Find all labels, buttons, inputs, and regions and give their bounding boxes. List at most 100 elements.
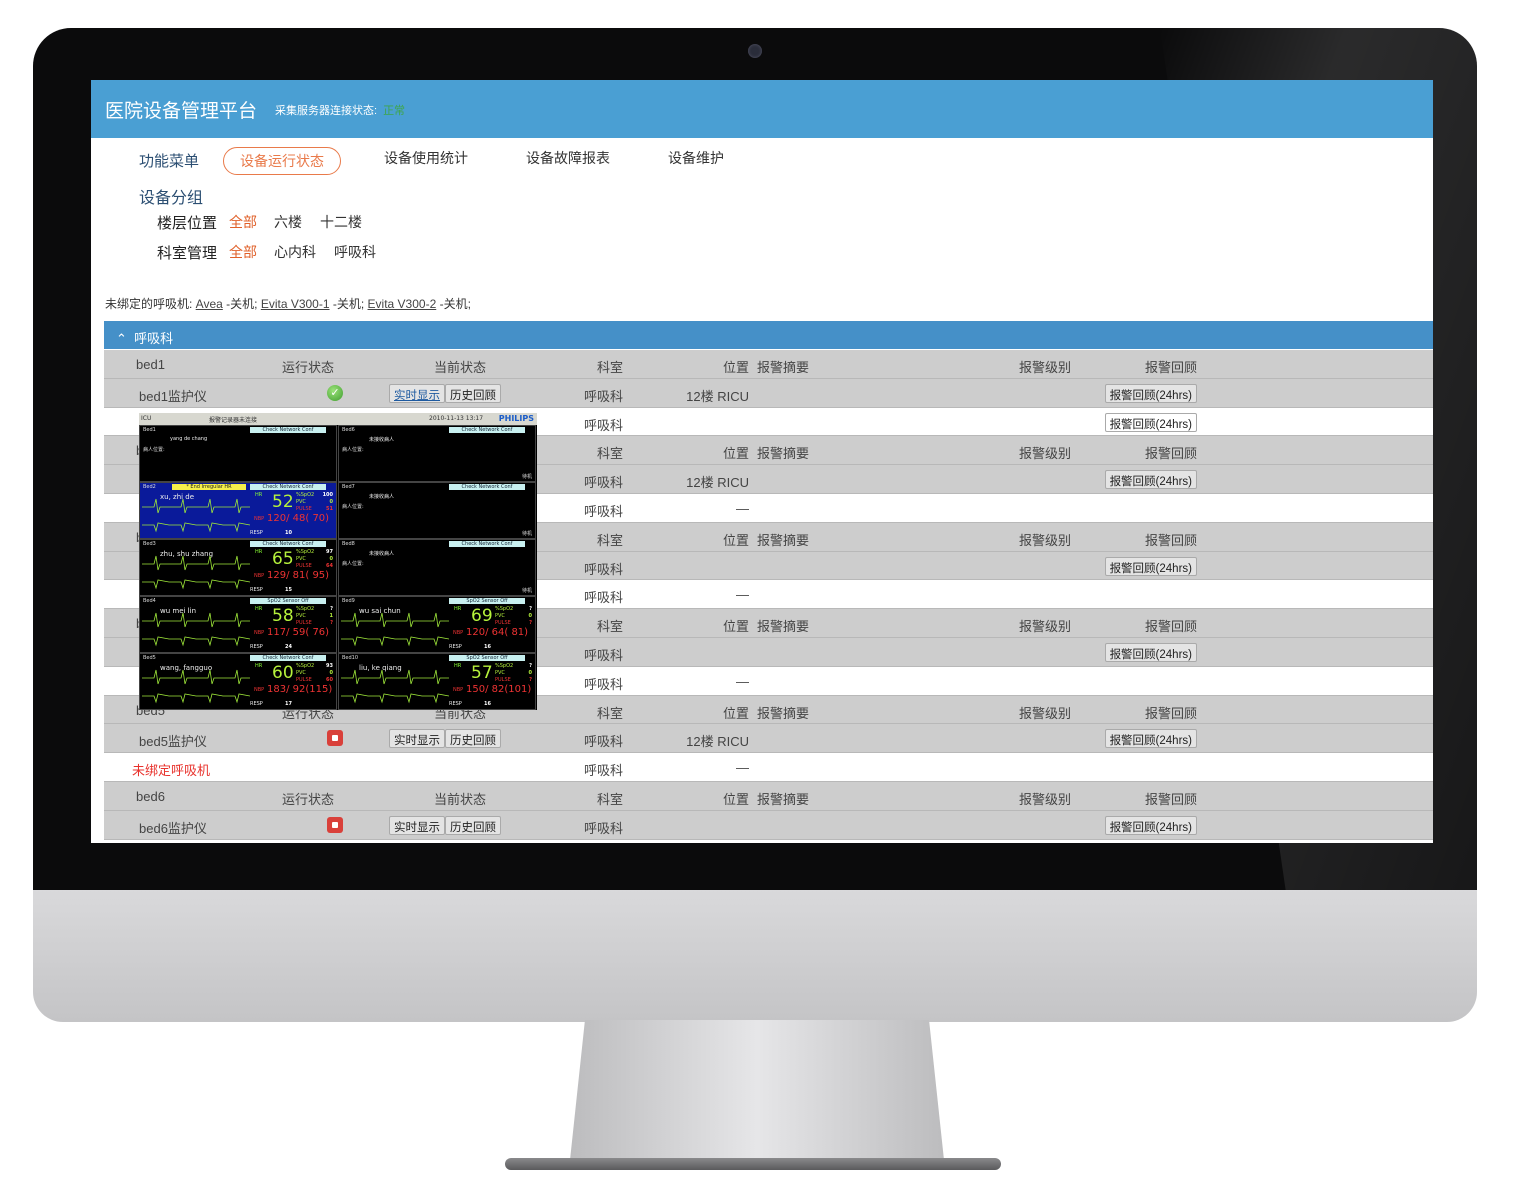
bed-name: bed6 xyxy=(136,788,165,804)
bed-panel[interactable]: Bed1 Check Network Conf yang de chang 病人位置: xyxy=(139,425,337,482)
patient-name: xu, zhi de xyxy=(160,493,195,501)
hr-value: 58 xyxy=(272,606,294,626)
alarm-review-button[interactable]: 报警回顾(24hrs) xyxy=(1104,470,1197,490)
bed-panel[interactable]: Bed10 SpO2 Sensor Off liu, ke qiang HR 57 %Sp… xyxy=(338,653,536,710)
resp-label: RESP xyxy=(449,644,462,650)
device-dept: 呼吸科 xyxy=(583,475,623,491)
col-run-status: 运行状态 xyxy=(282,791,335,807)
ventilator-link[interactable]: Evita V300-1 xyxy=(260,297,330,311)
bed-panel[interactable]: Bed9 SpO2 Sensor Off wu sai chun HR 69 %SpO2?… xyxy=(338,596,536,653)
col-alarm-review: 报警回顾 xyxy=(1144,791,1197,807)
ventilator-dept: 呼吸科 xyxy=(583,676,623,692)
pvc-label: PVC xyxy=(296,670,306,676)
panel-alarm: Check Network Conf xyxy=(250,655,326,661)
patient-name: zhu, shu zhang xyxy=(160,550,214,558)
device-dept: 呼吸科 xyxy=(583,388,623,404)
col-alarm-summary: 报警摘要 xyxy=(757,360,810,375)
nav-fault-report[interactable]: 设备故障报表 xyxy=(526,150,610,166)
alarm-review-button[interactable]: 报警回顾(24hrs) xyxy=(1104,556,1197,576)
patient-name: wu sai chun xyxy=(359,607,401,615)
floor-all[interactable]: 全部 xyxy=(229,214,257,230)
live-view-button[interactable]: 实时显示 xyxy=(389,383,445,403)
history-button[interactable]: 历史回顾 xyxy=(445,383,501,403)
alarm-review-button[interactable]: 报警回顾(24hrs) xyxy=(1104,383,1197,403)
col-dept: 科室 xyxy=(596,446,623,462)
alarm-review-button[interactable]: 报警回顾(24hrs) xyxy=(1104,412,1197,432)
floor-12[interactable]: 十二楼 xyxy=(320,214,362,230)
nbp-value: 120/ 64( 81) xyxy=(466,627,529,638)
device-location: 12楼 RICU xyxy=(686,388,749,404)
nbp-value: 150/ 82(101) xyxy=(466,684,532,695)
device-location: 12楼 RICU xyxy=(686,734,749,750)
dept-respiratory[interactable]: 呼吸科 xyxy=(334,244,376,260)
col-alarm-level: 报警级别 xyxy=(1018,360,1071,375)
hr-value: 52 xyxy=(272,492,294,512)
pvc-label: PVC xyxy=(296,613,306,619)
col-alarm-summary: 报警摘要 xyxy=(757,705,810,721)
alarm-review-button[interactable]: 报警回顾(24hrs) xyxy=(1104,729,1197,749)
ventilator-link[interactable]: Avea xyxy=(195,297,223,311)
panel-bed: Bed4 xyxy=(143,598,156,604)
nbp-value: 120/ 48( 70) xyxy=(267,513,330,524)
bed-panel[interactable]: Bed5 Check Network Conf wang, fangguo HR 60%… xyxy=(139,653,337,710)
history-button[interactable]: 历史回顾 xyxy=(445,729,501,749)
nbp-value: 129/ 81( 95) xyxy=(267,570,330,581)
bed-panel[interactable]: Bed4 SpO2 Sensor Off wu mei lin HR 58 %SpO2? P… xyxy=(139,596,337,653)
col-alarm-review: 报警回顾 xyxy=(1144,532,1197,548)
ventilator-location: — xyxy=(736,587,749,603)
spo2-label: %SpO2 xyxy=(296,492,315,498)
live-view-button[interactable]: 实时显示 xyxy=(389,729,445,749)
nbp-label: NBP xyxy=(453,687,464,693)
pvc-label: PVC xyxy=(296,499,306,505)
unit-label: ICU xyxy=(141,415,152,422)
hr-label: HR xyxy=(454,663,462,669)
ventilator-state: -关机; xyxy=(222,297,261,311)
live-view-button[interactable]: 实时显示 xyxy=(389,815,445,835)
device-name: bed6监护仪 xyxy=(139,820,207,836)
resp-value: 10 xyxy=(285,530,292,536)
bed-panel[interactable]: Bed2 * End Irregular HR Check Network Conf… xyxy=(139,482,337,539)
monitor-stand xyxy=(570,1020,944,1160)
nav-maintenance[interactable]: 设备维护 xyxy=(668,150,724,166)
col-alarm-level: 报警级别 xyxy=(1018,532,1071,548)
pvc-value: 0 xyxy=(528,670,532,676)
history-button[interactable]: 历史回顾 xyxy=(445,815,501,835)
panel-bed: Bed7 xyxy=(342,484,355,490)
col-location: 位置 xyxy=(722,791,749,807)
bed-panel[interactable]: Bed6 Check Network Conf 未接收病人 病人位置: 待机 xyxy=(338,425,536,482)
col-run-status: 运行状态 xyxy=(282,360,335,375)
nav-usage-stats[interactable]: 设备使用统计 xyxy=(384,150,468,166)
patient-monitor-view: ICU 报警记录器未连接 2010-11-13 13:17 PHILIPS Bed1 Ch… xyxy=(139,413,537,710)
spo2-value: 97 xyxy=(326,549,333,555)
app-screen: 医院设备管理平台 采集服务器连接状态: 正常 功能菜单 设备运行状态 设备使用统计… xyxy=(91,80,1433,843)
dept-cardiology[interactable]: 心内科 xyxy=(274,244,316,260)
alarm-review-button[interactable]: 报警回顾(24hrs) xyxy=(1104,642,1197,662)
ventilator-label: 未绑定呼吸机 xyxy=(132,763,211,779)
section-header[interactable]: ⌃ 呼吸科 xyxy=(104,321,1433,349)
panel-bed: Bed8 xyxy=(342,541,355,547)
resp-label: RESP xyxy=(250,701,263,707)
pvc-value: 0 xyxy=(329,499,333,505)
stop-icon xyxy=(327,816,343,833)
bed-panel[interactable]: Bed7 Check Network Conf 未接收病人 病人位置: 待机 xyxy=(338,482,536,539)
bed-panel[interactable]: Bed8 Check Network Conf 未接收病人 病人位置: 待机 xyxy=(338,539,536,596)
patient-name: wang, fangguo xyxy=(160,664,213,672)
spo2-value: ? xyxy=(529,606,532,612)
panel-alarm: Check Network Conf xyxy=(250,427,326,433)
panel-alarm: Check Network Conf xyxy=(449,427,525,433)
spo2-value: ? xyxy=(330,606,333,612)
panel-bed: Bed1 xyxy=(143,427,156,433)
floor-6[interactable]: 六楼 xyxy=(274,214,302,230)
nav-device-status[interactable]: 设备运行状态 xyxy=(223,147,341,175)
nbp-label: NBP xyxy=(453,630,464,636)
resp-label: RESP xyxy=(250,530,263,536)
ventilator-link[interactable]: Evita V300-2 xyxy=(367,297,437,311)
nbp-value: 117/ 59( 76) xyxy=(267,627,330,638)
device-location: 12楼 RICU xyxy=(686,475,749,491)
alarm-review-button[interactable]: 报警回顾(24hrs) xyxy=(1104,815,1197,835)
dept-all[interactable]: 全部 xyxy=(229,244,257,260)
bed-panel[interactable]: Bed3 Check Network Conf zhu, shu zhang HR 65… xyxy=(139,539,337,596)
panel-bed: Bed5 xyxy=(143,655,156,661)
pvc-label: PVC xyxy=(495,670,505,676)
resp-value: 15 xyxy=(285,587,292,593)
